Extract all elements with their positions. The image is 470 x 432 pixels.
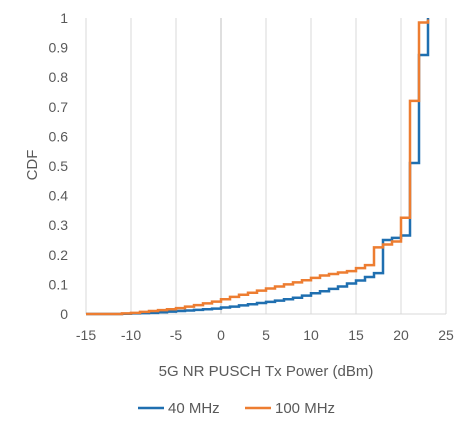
legend-label-40mhz: 40 MHz	[168, 400, 220, 417]
y-axis-title: CDF	[24, 150, 41, 181]
y-tick-label: 0.6	[49, 128, 69, 144]
x-tick-label: -5	[170, 327, 183, 343]
x-tick-label: -10	[121, 327, 141, 343]
x-axis-title: 5G NR PUSCH Tx Power (dBm)	[159, 363, 374, 380]
series-line-100mhz	[86, 19, 430, 316]
grid	[85, 18, 447, 315]
x-tick-label: 5	[262, 327, 270, 343]
x-tick-label: -15	[76, 327, 96, 343]
series-layer	[86, 18, 430, 316]
y-tick-label: 0.3	[49, 217, 69, 233]
y-tick-label: 0.5	[49, 158, 69, 174]
y-tick-label: 0.1	[49, 276, 69, 292]
y-tick-label: 0.2	[49, 247, 69, 263]
y-tick-label: 0.4	[49, 188, 69, 204]
x-tick-label: 25	[438, 327, 454, 343]
legend: 40 MHz 100 MHz	[138, 400, 335, 417]
tick-labels: -15 -10 -5 0 5 10 15 20 25 0 0.1 0.2 0.3 0.4 0.5 0.6 0.7…	[49, 10, 454, 343]
x-tick-label: 10	[303, 327, 319, 343]
y-tick-label: 0	[60, 306, 68, 322]
y-tick-label: 0.7	[49, 99, 69, 115]
x-tick-label: 15	[348, 327, 364, 343]
x-tick-label: 20	[393, 327, 409, 343]
x-tick-label: 0	[217, 327, 225, 343]
y-tick-label: 1	[60, 10, 68, 26]
legend-label-100mhz: 100 MHz	[275, 400, 335, 417]
series-line-40mhz	[86, 18, 430, 316]
y-tick-label: 0.8	[49, 69, 69, 85]
y-tick-label: 0.9	[49, 40, 69, 56]
